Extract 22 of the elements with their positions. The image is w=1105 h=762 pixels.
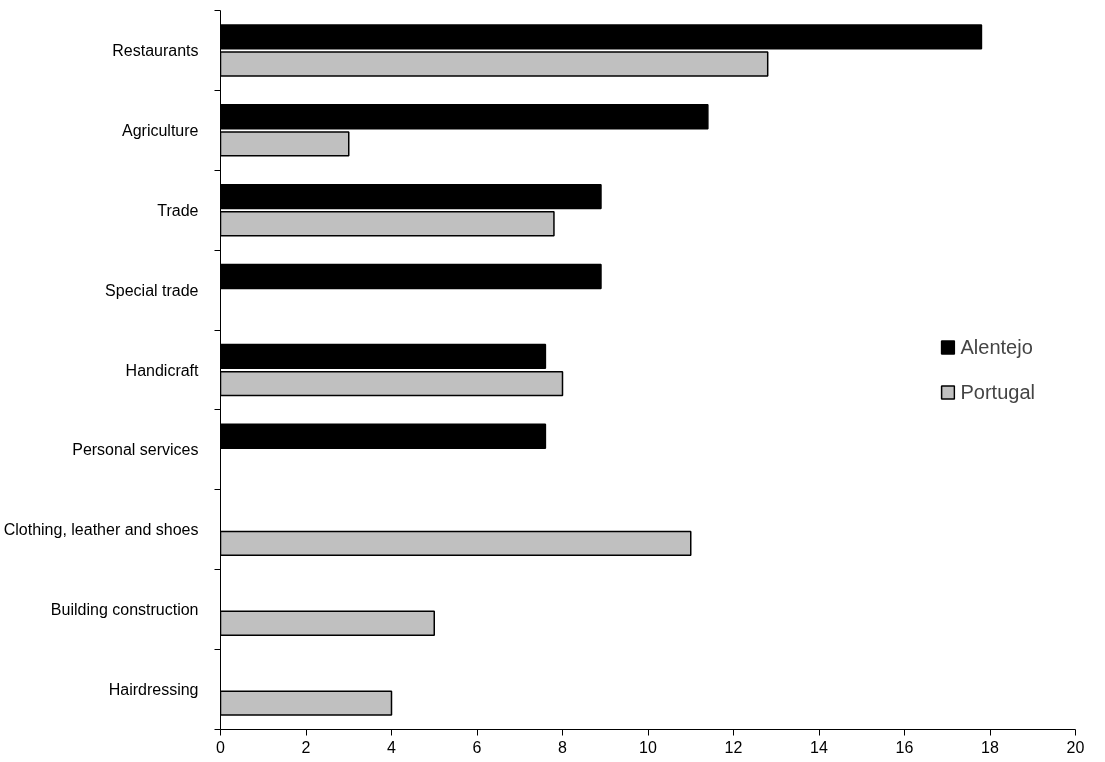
legend-label: Alentejo [960,335,1033,359]
legend-label: Portugal [960,380,1035,404]
x-tick-label: 12 [724,738,743,756]
x-tick-label: 2 [301,738,311,756]
x-tick-label: 16 [895,738,914,756]
x-tick-label: 4 [387,738,397,756]
y-tick-label: Hairdressing [108,681,199,699]
y-tick-label: Restaurants [112,41,199,59]
x-tick-label: 0 [216,738,226,756]
x-tick-label: 8 [558,738,568,756]
x-tick-label: 20 [1066,738,1085,756]
x-tick-label: 14 [810,738,828,756]
x-tick-label: 18 [981,738,999,756]
x-tick-label: 10 [639,738,657,756]
y-tick-label: Handicraft [125,361,200,379]
y-tick-label: Building construction [50,601,199,619]
y-tick-label: Clothing, leather and shoes [3,521,199,539]
y-tick-label: Personal services [72,441,199,459]
y-tick-label: Trade [157,201,199,219]
x-tick-label: 6 [472,738,482,756]
y-tick-label: Special trade [105,281,199,299]
y-tick-label: Agriculture [122,121,199,139]
